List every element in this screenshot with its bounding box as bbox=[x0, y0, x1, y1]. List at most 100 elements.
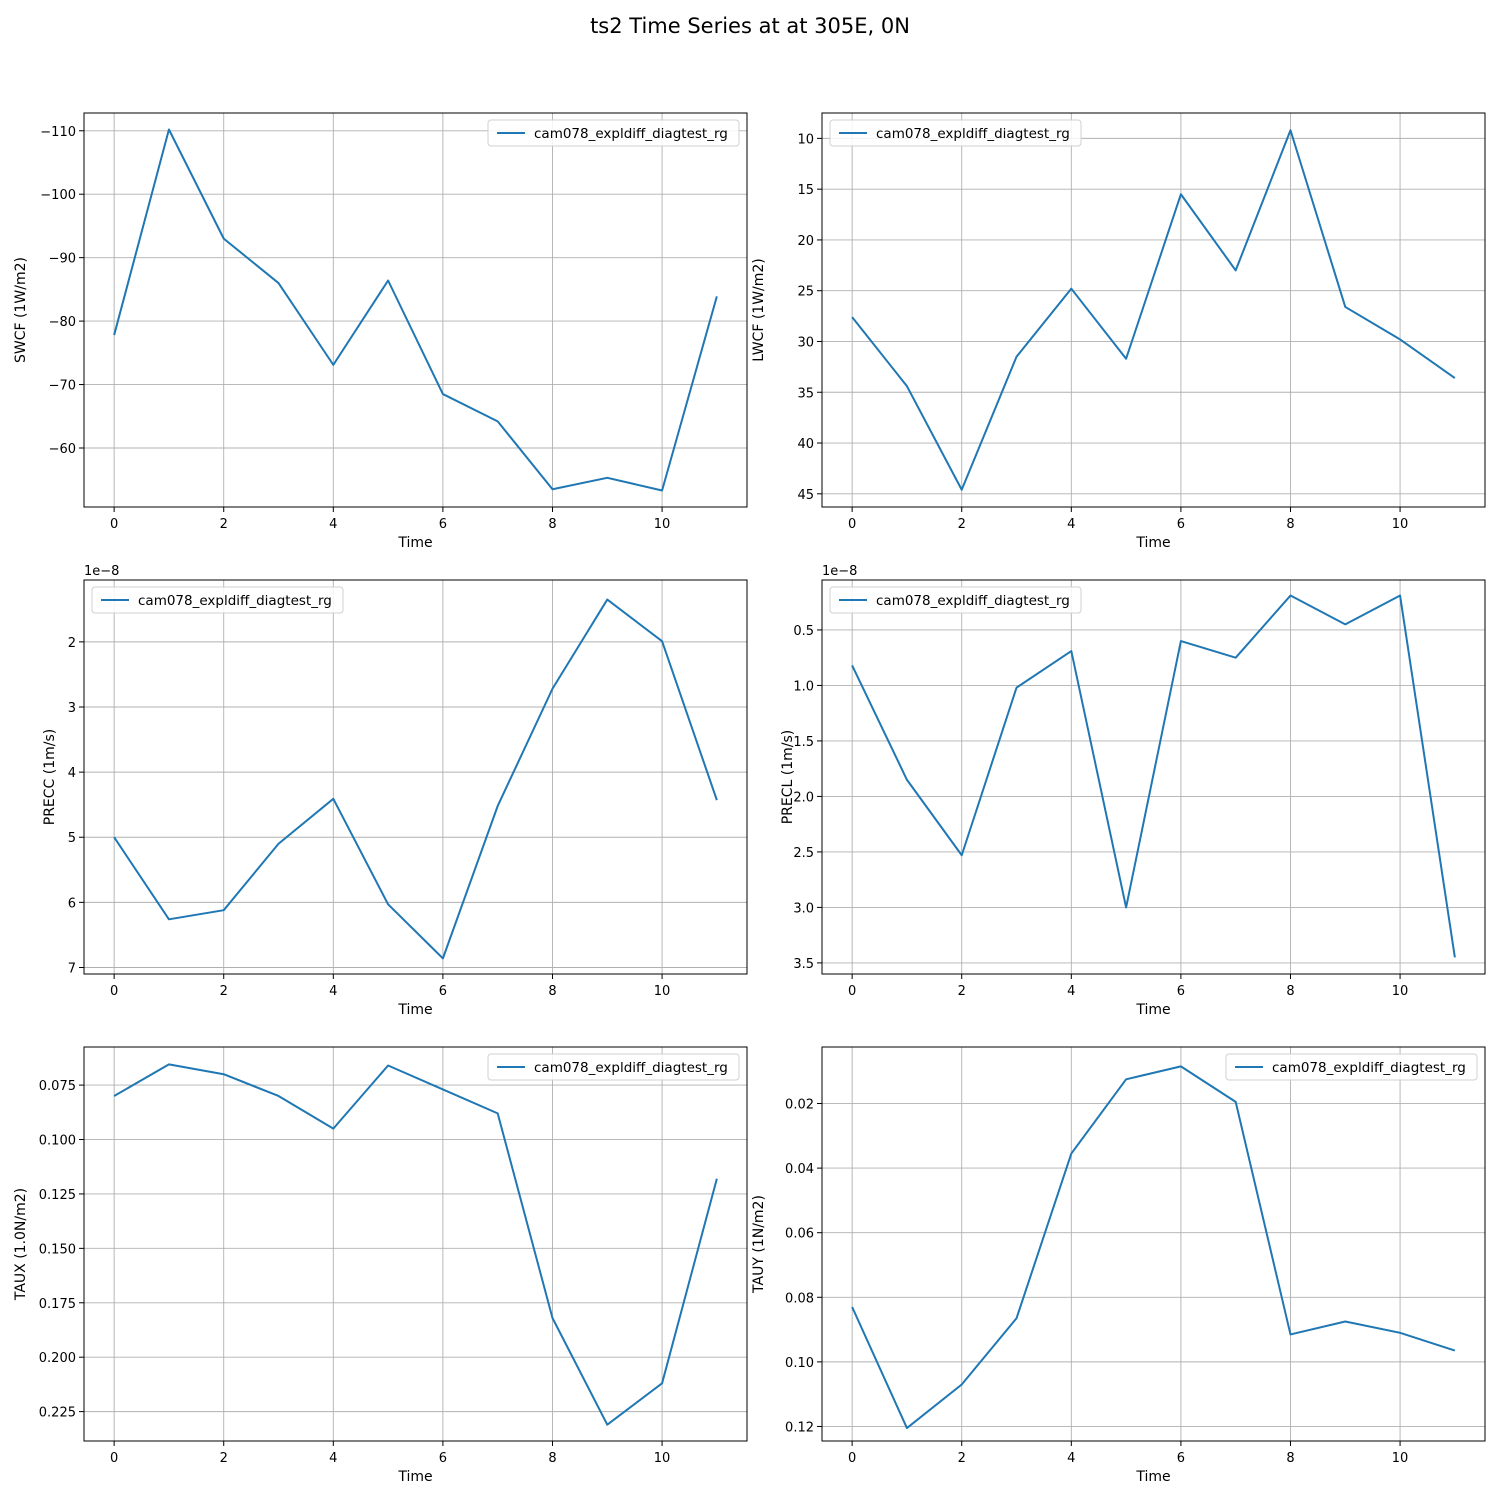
x-tick-label: 4 bbox=[1067, 1451, 1075, 1466]
x-axis-label: Time bbox=[397, 535, 432, 551]
y-tick-label: 0.5 bbox=[793, 624, 814, 639]
y-tick-label: 0.200 bbox=[39, 1351, 76, 1366]
y-tick-label: 25 bbox=[797, 285, 814, 300]
y-tick-label: 0.10 bbox=[785, 1356, 814, 1371]
legend-label: cam078_expldiff_diagtest_rg bbox=[138, 593, 332, 609]
subplot-5: 0 2 4 6 8 10 0.075 0.100 0.125 0.150 0.175 0.200 0.2… bbox=[13, 1046, 748, 1485]
y-tick-label: 3.0 bbox=[793, 901, 814, 916]
y-tick-label: 0.08 bbox=[785, 1291, 814, 1306]
series-line bbox=[851, 129, 1456, 491]
y-tick-label: 5 bbox=[68, 831, 76, 846]
y-tick-label: 0.075 bbox=[39, 1079, 76, 1094]
y-axis-label: TAUY (1N/m2) bbox=[751, 1195, 767, 1294]
y-tick-label: 6 bbox=[68, 896, 76, 911]
x-tick-label: 10 bbox=[1392, 984, 1409, 999]
legend: cam078_expldiff_diagtest_rg bbox=[487, 1053, 740, 1081]
y-tick-label: −60 bbox=[49, 442, 76, 457]
legend-box bbox=[829, 586, 1082, 614]
x-tick-label: 0 bbox=[110, 1451, 118, 1466]
y-tick-label: 0.125 bbox=[39, 1188, 76, 1203]
legend: cam078_expldiff_diagtest_rg bbox=[829, 586, 1082, 614]
y-tick-label: 0.225 bbox=[39, 1406, 76, 1421]
y-tick-label: 4 bbox=[68, 766, 76, 781]
axes-frame bbox=[83, 112, 748, 508]
x-tick-label: 10 bbox=[1392, 1451, 1409, 1466]
series-line bbox=[851, 1065, 1456, 1430]
y-tick-label: 3.5 bbox=[793, 957, 814, 972]
y-axis-label: PRECL (1m/s) bbox=[780, 730, 796, 825]
x-tick-label: 4 bbox=[1067, 984, 1075, 999]
axes-frame bbox=[83, 1046, 748, 1442]
y-tick-label: 0.04 bbox=[785, 1162, 814, 1177]
x-tick-label: 2 bbox=[220, 984, 228, 999]
y-tick-label: 0.100 bbox=[39, 1134, 76, 1149]
x-axis-label: Time bbox=[397, 1002, 432, 1018]
legend: cam078_expldiff_diagtest_rg bbox=[1225, 1053, 1478, 1081]
axes-frame bbox=[821, 1046, 1486, 1442]
x-tick-label: 10 bbox=[654, 1451, 671, 1466]
legend-label: cam078_expldiff_diagtest_rg bbox=[534, 1060, 728, 1076]
x-tick-label: 0 bbox=[848, 1451, 856, 1466]
figure-title: ts2 Time Series at at 305E, 0N bbox=[590, 14, 910, 38]
series-line bbox=[113, 1063, 718, 1426]
y-tick-label: −90 bbox=[49, 252, 76, 267]
series-line bbox=[113, 598, 718, 960]
x-axis-label: Time bbox=[1135, 1469, 1170, 1485]
y-tick-label: −100 bbox=[40, 188, 76, 203]
x-tick-label: 4 bbox=[329, 984, 337, 999]
x-tick-label: 2 bbox=[958, 1451, 966, 1466]
x-tick-label: 8 bbox=[548, 1451, 556, 1466]
x-tick-label: 6 bbox=[439, 984, 447, 999]
y-tick-label: 0.175 bbox=[39, 1297, 76, 1312]
y-tick-label: 45 bbox=[797, 488, 814, 503]
x-tick-label: 6 bbox=[1177, 517, 1185, 532]
x-tick-label: 10 bbox=[654, 517, 671, 532]
y-tick-label: 0.12 bbox=[785, 1420, 814, 1435]
y-tick-label: −70 bbox=[49, 379, 76, 394]
x-tick-label: 2 bbox=[958, 984, 966, 999]
x-tick-label: 6 bbox=[439, 517, 447, 532]
x-tick-label: 0 bbox=[110, 984, 118, 999]
y-tick-label: 1.0 bbox=[793, 679, 814, 694]
x-tick-label: 2 bbox=[220, 517, 228, 532]
x-tick-label: 6 bbox=[439, 1451, 447, 1466]
subplot-6: 0 2 4 6 8 10 0.02 0.04 0.06 0.08 0.10 0.12 Time TAUY … bbox=[751, 1046, 1486, 1485]
subplot-3: 0 2 4 6 8 10 2 3 4 5 6 7 Time PRECC (1m/s) 1e−8 cam078_… bbox=[42, 564, 748, 1018]
y-axis-label: LWCF (1W/m2) bbox=[751, 258, 767, 362]
y-tick-label: 15 bbox=[797, 183, 814, 198]
y-tick-label: 30 bbox=[797, 335, 814, 350]
subplot-4: 0 2 4 6 8 10 0.5 1.0 1.5 2.0 2.5 3.0 3.5 Time PRECL (1… bbox=[780, 564, 1486, 1018]
legend: cam078_expldiff_diagtest_rg bbox=[487, 119, 740, 147]
legend: cam078_expldiff_diagtest_rg bbox=[91, 586, 344, 614]
y-tick-label: 40 bbox=[797, 437, 814, 452]
series-line bbox=[851, 594, 1456, 958]
x-tick-label: 4 bbox=[329, 517, 337, 532]
y-tick-label: 20 bbox=[797, 234, 814, 249]
x-tick-label: 8 bbox=[548, 984, 556, 999]
x-tick-label: 8 bbox=[1286, 1451, 1294, 1466]
x-axis-label: Time bbox=[1135, 1002, 1170, 1018]
series-line bbox=[113, 128, 718, 492]
legend-box bbox=[829, 119, 1082, 147]
y-tick-label: 0.06 bbox=[785, 1227, 814, 1242]
y-tick-label: 2.5 bbox=[793, 846, 814, 861]
legend-label: cam078_expldiff_diagtest_rg bbox=[876, 593, 1070, 609]
x-tick-label: 10 bbox=[1392, 517, 1409, 532]
axes-frame bbox=[821, 112, 1486, 508]
x-tick-label: 2 bbox=[958, 517, 966, 532]
x-axis-label: Time bbox=[397, 1469, 432, 1485]
x-tick-label: 10 bbox=[654, 984, 671, 999]
y-tick-label: −110 bbox=[40, 125, 76, 140]
y-tick-label: 2.0 bbox=[793, 790, 814, 805]
x-tick-label: 2 bbox=[220, 1451, 228, 1466]
y-tick-label: 0.150 bbox=[39, 1242, 76, 1257]
y-axis-label: PRECC (1m/s) bbox=[42, 729, 58, 826]
legend: cam078_expldiff_diagtest_rg bbox=[829, 119, 1082, 147]
subplot-2: 0 2 4 6 8 10 10 15 20 25 30 35 40 45 Time LWCF (1W/m2) c… bbox=[751, 112, 1486, 551]
legend-label: cam078_expldiff_diagtest_rg bbox=[876, 126, 1070, 142]
axes-frame bbox=[83, 579, 748, 975]
x-tick-label: 8 bbox=[1286, 517, 1294, 532]
y-tick-label: 2 bbox=[68, 636, 76, 651]
x-tick-label: 8 bbox=[548, 517, 556, 532]
